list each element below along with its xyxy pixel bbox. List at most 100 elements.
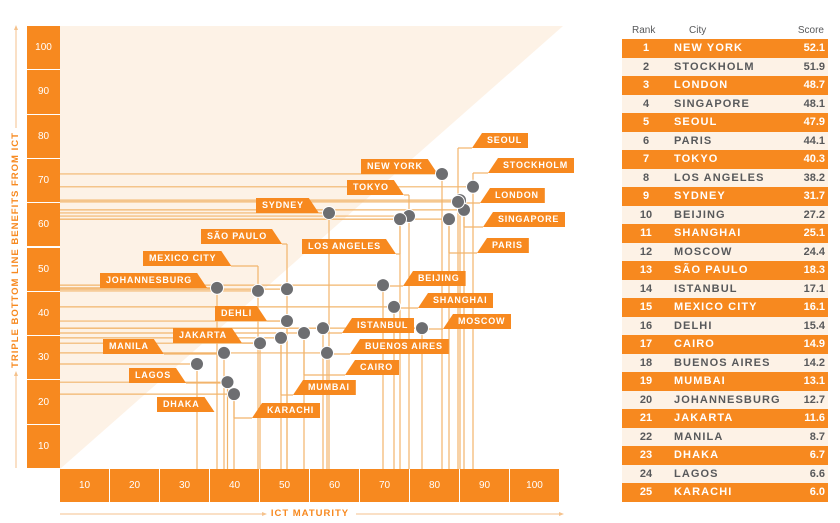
rank-cell: 20 [639,393,653,406]
point-label: KARACHI [252,403,321,418]
x-axis-title: ICT MATURITY [270,508,350,519]
x-tick-label: 70 [360,469,410,502]
point-label: LONDON [480,188,545,203]
rank-cell: 19 [639,375,653,387]
rank-cell: 10 [639,208,653,221]
table-body: 1 NEW YORK 52.1 2 STOCKHOLM 51.9 3 LONDON 48.7 4 S… [622,39,828,502]
data-point [393,212,407,227]
score-cell: 31.7 [803,190,825,202]
data-point [466,179,480,194]
score-cell: 17.1 [803,282,825,295]
x-tick-label: 40 [210,469,260,502]
city-cell: MEXICO CITY [674,301,758,313]
y-tick-label: 40 [27,291,60,337]
table-row: 23 DHAKA 6.7 [622,446,828,465]
table-row: 12 MOSCOW 24.4 [622,242,828,261]
y-tick-label: 80 [27,114,60,159]
column-header-score: Score [797,25,824,36]
rank-cell: 11 [640,227,652,239]
data-point [251,283,265,298]
city-cell: LOS ANGELES [674,171,765,184]
data-point [210,280,224,295]
table-row: 24 LAGOS 6.6 [622,464,828,483]
score-cell: 44.1 [803,134,825,147]
city-cell: DHAKA [674,449,720,461]
city-cell: LAGOS [674,467,719,480]
table-row: 13 SÃO PAULO 18.3 [622,261,828,280]
score-cell: 25.1 [803,227,825,239]
city-cell: JAKARTA [674,412,734,424]
rank-cell: 7 [642,153,650,165]
city-cell: SHANGHAI [674,227,742,239]
score-cell: 52.1 [803,42,825,54]
point-label: JAKARTA [173,328,242,343]
rank-cell: 15 [639,301,653,313]
point-label: SINGAPORE [483,212,566,227]
point-labels-layer: NEW YORK STOCKHOLM LONDON SINGAPORE SEOUL PAR… [0,133,575,418]
city-cell: SEOUL [674,116,718,128]
point-label: SHANGHAI [418,293,494,308]
city-cell: BEIJING [674,208,726,221]
y-tick-label: 100 [27,26,60,71]
table-row: 3 LONDON 48.7 [622,76,828,95]
point-label: DEHLI [215,306,267,321]
score-cell: 13.1 [803,375,825,387]
table-row: 18 BUENOS AIRES 14.2 [622,353,828,372]
table-row: 19 MUMBAI 13.1 [622,372,828,391]
rank-cell: 25 [639,486,653,498]
score-cell: 16.1 [803,301,825,313]
city-cell: SINGAPORE [674,97,750,110]
rank-cell: 21 [639,412,653,424]
point-label: BEIJING [403,271,466,286]
score-cell: 15.4 [803,319,825,332]
table-row: 5 SEOUL 47.9 [622,113,828,132]
rank-cell: 23 [639,449,653,461]
table-row: 6 PARIS 44.1 [622,131,828,150]
point-label: LAGOS [129,368,186,383]
y-tick-label: 10 [27,424,60,469]
x-tick-label: 10 [60,469,110,502]
point-label: LOS ANGELES [302,239,396,254]
point-label: NEW YORK [361,159,438,174]
point-label: MANILA [103,339,164,354]
city-cell: SÃO PAULO [674,264,749,276]
score-cell: 40.3 [803,153,825,165]
data-point [435,166,449,181]
table-row: 20 JOHANNESBURG 12.7 [622,390,828,409]
rank-cell: 6 [642,134,650,147]
city-cell: PARIS [674,134,713,147]
y-tick-label: 50 [27,247,60,292]
city-cell: JOHANNESBURG [674,393,781,406]
score-cell: 47.9 [803,116,825,128]
y-tick-label: 90 [27,70,60,115]
city-cell: MOSCOW [674,245,733,258]
data-point [322,205,336,220]
city-cell: NEW YORK [674,42,744,54]
score-cell: 27.2 [803,208,825,221]
table-row: 2 STOCKHOLM 51.9 [622,57,828,76]
data-point [217,345,231,360]
point-label: DHAKA [157,397,215,412]
x-tick-label: 90 [460,469,510,502]
point-label: JOHANNESBURG [100,273,207,288]
point-label: SÃO PAULO [201,229,282,244]
table-row: 25 KARACHI 6.0 [622,483,828,502]
ranking-table: Rank City Score 1 NEW YORK 52.1 2 STOCKHOLM 5… [622,22,828,502]
data-point [387,299,401,314]
y-tick-label: 30 [27,336,60,381]
table-row: 16 DELHI 15.4 [622,316,828,335]
x-tick-label: 80 [410,469,460,502]
city-cell: SYDNEY [674,190,726,202]
score-cell: 6.0 [809,486,825,498]
rank-cell: 24 [639,467,653,480]
y-axis-arrowhead-lower [14,371,18,376]
point-label: MUMBAI [293,380,356,395]
point-label: ISTANBUL [342,318,415,333]
data-point [253,336,267,351]
x-tick-label: 50 [260,469,310,502]
rank-cell: 12 [639,245,653,258]
city-cell: MUMBAI [674,375,726,387]
score-cell: 8.7 [809,430,825,443]
y-tick-label: 60 [27,203,60,248]
data-point [220,375,235,390]
